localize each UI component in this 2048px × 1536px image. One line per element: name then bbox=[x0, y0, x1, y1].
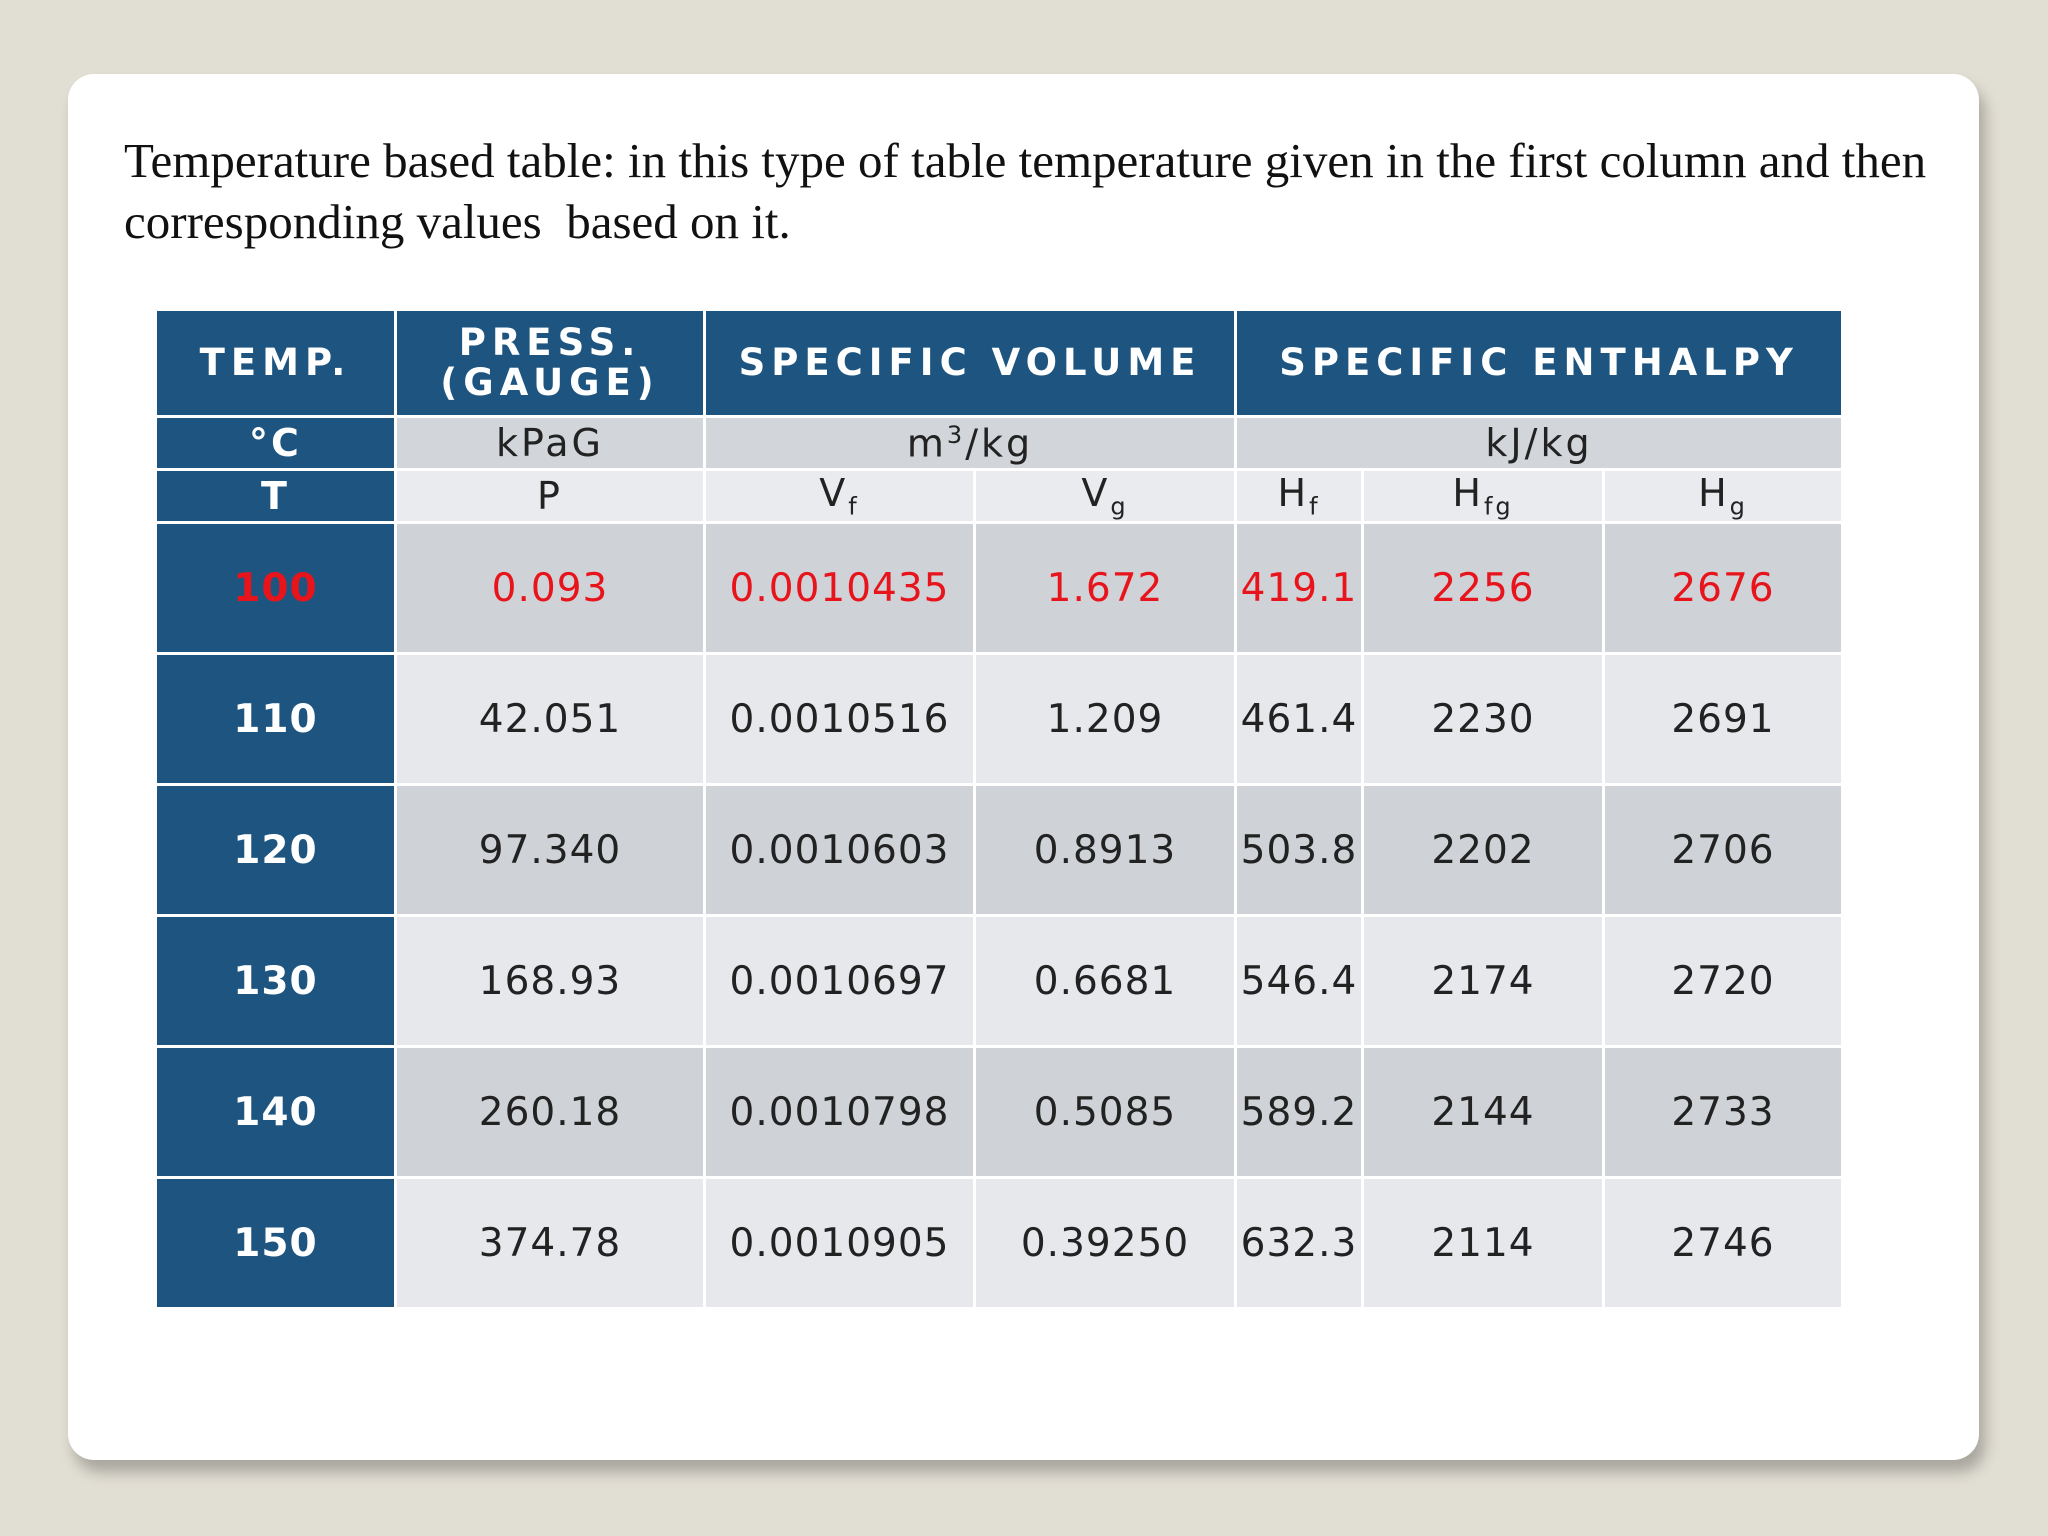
symbol-row: T P Vf Vg Hf Hfg Hg bbox=[157, 471, 1841, 521]
value-cell: 0.0010603 bbox=[706, 786, 973, 914]
symbol-cell: P bbox=[397, 471, 703, 521]
symbol-cell: Hf bbox=[1237, 471, 1361, 521]
description: Temperature based table: in this type of… bbox=[124, 133, 1939, 249]
symbol-base: P bbox=[537, 474, 563, 518]
temperature-cell: 130 bbox=[157, 917, 394, 1045]
value-cell: 1.672 bbox=[976, 524, 1234, 652]
steam-table: TEMP. PRESS. (GAUGE) SPECIFIC VOLUME SPECIF… bbox=[154, 308, 1844, 1310]
value-cell: 632.3 bbox=[1237, 1179, 1361, 1307]
value-cell: 0.5085 bbox=[976, 1048, 1234, 1176]
value-cell: 2202 bbox=[1364, 786, 1602, 914]
symbol-base: T bbox=[261, 474, 290, 518]
value-cell: 2114 bbox=[1364, 1179, 1602, 1307]
unit-cell: °C bbox=[157, 418, 394, 468]
data-row: 110 42.051 0.0010516 1.209 461.4 2230 2691 bbox=[157, 655, 1841, 783]
subscript: f bbox=[1309, 492, 1321, 521]
value-cell: 2144 bbox=[1364, 1048, 1602, 1176]
symbol-base: H bbox=[1277, 471, 1310, 516]
temperature-cell: 100 bbox=[157, 524, 394, 652]
value-cell: 0.0010435 bbox=[706, 524, 973, 652]
value-cell: 503.8 bbox=[1237, 786, 1361, 914]
slide: Temperature based table: in this type of… bbox=[68, 74, 1979, 1460]
value-cell: 0.0010905 bbox=[706, 1179, 973, 1307]
subscript: g bbox=[1729, 492, 1748, 521]
header-cell: SPECIFIC VOLUME bbox=[706, 311, 1234, 415]
unit-cell: kPaG bbox=[397, 418, 703, 468]
symbol-base: V bbox=[1081, 471, 1111, 516]
data-row: 120 97.340 0.0010603 0.8913 503.8 2202 2706 bbox=[157, 786, 1841, 914]
unit-cell: m3/kg bbox=[706, 418, 1234, 468]
value-cell: 0.0010697 bbox=[706, 917, 973, 1045]
temperature-cell: 150 bbox=[157, 1179, 394, 1307]
value-cell: 2256 bbox=[1364, 524, 1602, 652]
data-row: 150 374.78 0.0010905 0.39250 632.3 2114 2746 bbox=[157, 1179, 1841, 1307]
value-cell: 2706 bbox=[1605, 786, 1841, 914]
value-cell: 2676 bbox=[1605, 524, 1841, 652]
value-cell: 0.39250 bbox=[976, 1179, 1234, 1307]
value-cell: 0.0010798 bbox=[706, 1048, 973, 1176]
symbol-base: H bbox=[1452, 471, 1484, 516]
value-cell: 374.78 bbox=[397, 1179, 703, 1307]
value-cell: 2746 bbox=[1605, 1179, 1841, 1307]
header-row: TEMP. PRESS. (GAUGE) SPECIFIC VOLUME SPECIF… bbox=[157, 311, 1841, 415]
data-row: 100 0.093 0.0010435 1.672 419.1 2256 2676 bbox=[157, 524, 1841, 652]
temperature-cell: 110 bbox=[157, 655, 394, 783]
value-cell: 2230 bbox=[1364, 655, 1602, 783]
symbol-cell: Vg bbox=[976, 471, 1234, 521]
value-cell: 546.4 bbox=[1237, 917, 1361, 1045]
symbol-base: V bbox=[819, 471, 849, 516]
value-cell: 589.2 bbox=[1237, 1048, 1361, 1176]
header-cell: SPECIFIC ENTHALPY bbox=[1237, 311, 1841, 415]
value-cell: 0.0010516 bbox=[706, 655, 973, 783]
symbol-cell: Hg bbox=[1605, 471, 1841, 521]
temperature-cell: 140 bbox=[157, 1048, 394, 1176]
data-row: 140 260.18 0.0010798 0.5085 589.2 2144 2733 bbox=[157, 1048, 1841, 1176]
subscript: fg bbox=[1483, 492, 1514, 521]
symbol-cell: T bbox=[157, 471, 394, 521]
value-cell: 0.6681 bbox=[976, 917, 1234, 1045]
symbol-base: m bbox=[906, 421, 947, 466]
table-body: TEMP. PRESS. (GAUGE) SPECIFIC VOLUME SPECIF… bbox=[157, 311, 1841, 1307]
unit-cell: kJ/kg bbox=[1237, 418, 1841, 468]
unit-row: °C kPaG m3/kg kJ/kg bbox=[157, 418, 1841, 468]
subscript: g bbox=[1110, 492, 1129, 521]
value-cell: 260.18 bbox=[397, 1048, 703, 1176]
value-cell: 168.93 bbox=[397, 917, 703, 1045]
value-cell: 2691 bbox=[1605, 655, 1841, 783]
value-cell: 0.093 bbox=[397, 524, 703, 652]
header-cell: PRESS. (GAUGE) bbox=[397, 311, 703, 415]
value-cell: 97.340 bbox=[397, 786, 703, 914]
value-cell: 1.209 bbox=[976, 655, 1234, 783]
symbol-base: H bbox=[1698, 471, 1730, 516]
value-cell: 42.051 bbox=[397, 655, 703, 783]
value-cell: 0.8913 bbox=[976, 786, 1234, 914]
superscript: 3 bbox=[946, 420, 966, 449]
header-cell: TEMP. bbox=[157, 311, 394, 415]
symbol-cell: Vf bbox=[706, 471, 973, 521]
value-cell: 2733 bbox=[1605, 1048, 1841, 1176]
value-cell: 461.4 bbox=[1237, 655, 1361, 783]
unit-rest: /kg bbox=[965, 421, 1034, 466]
value-cell: 2174 bbox=[1364, 917, 1602, 1045]
data-row: 130 168.93 0.0010697 0.6681 546.4 2174 2720 bbox=[157, 917, 1841, 1045]
symbol-cell: Hfg bbox=[1364, 471, 1602, 521]
subscript: f bbox=[848, 492, 860, 521]
value-cell: 419.1 bbox=[1237, 524, 1361, 652]
value-cell: 2720 bbox=[1605, 917, 1841, 1045]
temperature-cell: 120 bbox=[157, 786, 394, 914]
